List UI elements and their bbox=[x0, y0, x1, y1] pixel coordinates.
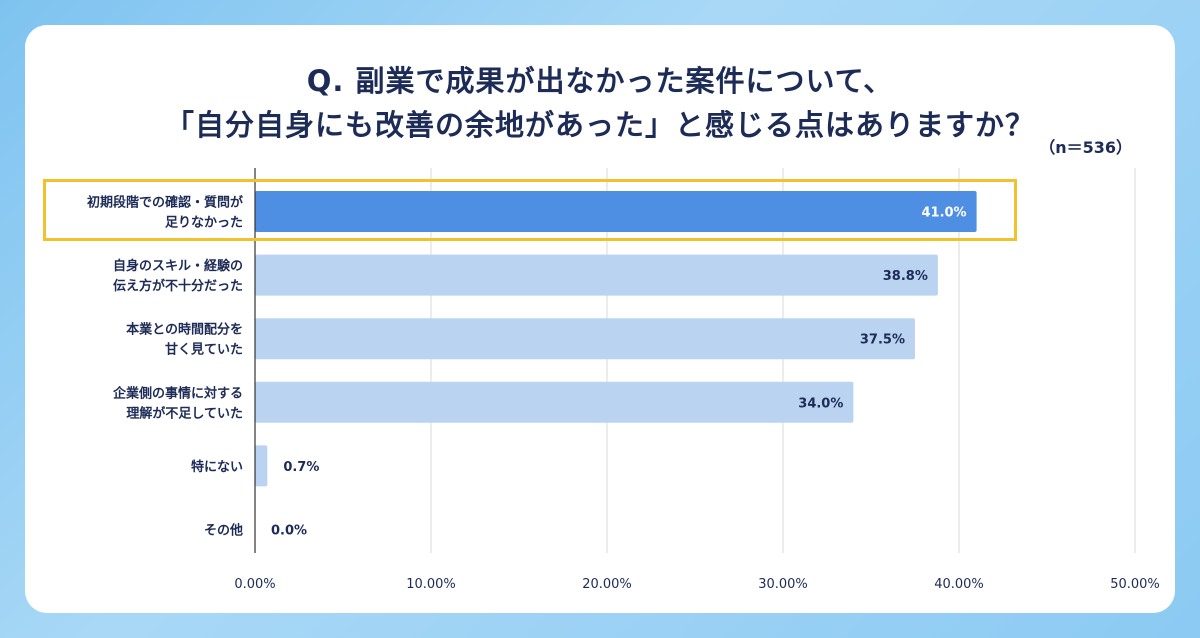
bar-value-label: 0.0% bbox=[271, 524, 307, 539]
category-label: 企業側の事情に対する bbox=[112, 385, 243, 401]
category-label: 特にない bbox=[191, 459, 243, 475]
x-tick-label: 30.00% bbox=[758, 577, 808, 592]
chart-title-line-1: Q. 副業で成果が出なかった案件について、 bbox=[306, 64, 894, 98]
category-label: 自身のスキル・経験の bbox=[113, 258, 243, 274]
bar-value-label: 41.0% bbox=[921, 206, 966, 221]
category-label: その他 bbox=[204, 523, 243, 539]
category-label: 甘く見ていた bbox=[165, 342, 243, 358]
bar bbox=[255, 318, 915, 360]
category-label: 足りなかった bbox=[165, 216, 243, 231]
sample-size-label: （n＝536） bbox=[1039, 138, 1132, 157]
category-label: 伝え方が不十分だった bbox=[113, 278, 243, 294]
x-tick-label: 0.00% bbox=[234, 577, 275, 592]
bar bbox=[255, 254, 938, 296]
category-label: 理解が不足していた bbox=[126, 405, 243, 421]
x-tick-label: 40.00% bbox=[934, 577, 984, 592]
category-label: 本業との時間配分を bbox=[126, 322, 243, 338]
chart-title-line-2: 「自分自身にも改善の余地があった」と感じる点はありますか？ bbox=[164, 108, 1035, 142]
bar-value-label: 38.8% bbox=[883, 269, 928, 284]
bar bbox=[255, 381, 854, 423]
bar-value-label: 37.5% bbox=[860, 333, 905, 348]
x-tick-label: 20.00% bbox=[582, 577, 632, 592]
bar bbox=[255, 191, 977, 232]
bar-value-label: 0.7% bbox=[283, 460, 319, 475]
x-tick-label: 50.00% bbox=[1110, 577, 1160, 592]
bar-value-label: 34.0% bbox=[798, 396, 843, 411]
bar bbox=[255, 445, 268, 487]
category-label: 初期段階での確認・質問が bbox=[87, 195, 243, 211]
x-tick-label: 10.00% bbox=[406, 577, 456, 592]
